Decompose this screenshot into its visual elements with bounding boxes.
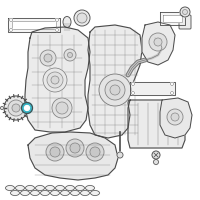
Circle shape <box>180 7 190 17</box>
Ellipse shape <box>10 190 20 196</box>
Ellipse shape <box>60 190 70 196</box>
Circle shape <box>167 109 183 125</box>
Circle shape <box>43 68 67 92</box>
Polygon shape <box>160 12 185 25</box>
Circle shape <box>56 19 58 21</box>
Ellipse shape <box>26 186 35 190</box>
Circle shape <box>132 82 134 86</box>
Ellipse shape <box>6 186 14 190</box>
Circle shape <box>171 113 179 121</box>
Circle shape <box>56 102 68 114</box>
Circle shape <box>51 76 59 84</box>
Ellipse shape <box>46 186 54 190</box>
Circle shape <box>170 92 174 95</box>
Circle shape <box>64 49 76 61</box>
Circle shape <box>44 54 52 62</box>
Polygon shape <box>12 21 56 29</box>
Circle shape <box>182 9 188 15</box>
Circle shape <box>99 74 131 106</box>
Circle shape <box>4 96 28 120</box>
Ellipse shape <box>86 186 95 190</box>
Polygon shape <box>163 15 182 22</box>
Ellipse shape <box>90 190 100 196</box>
Circle shape <box>152 151 160 159</box>
Polygon shape <box>25 27 90 132</box>
Circle shape <box>12 104 20 112</box>
Ellipse shape <box>80 190 90 196</box>
Ellipse shape <box>40 190 50 196</box>
Circle shape <box>40 50 56 66</box>
FancyBboxPatch shape <box>179 15 191 29</box>
Ellipse shape <box>21 190 30 196</box>
Circle shape <box>22 102 32 114</box>
Circle shape <box>132 92 134 95</box>
Ellipse shape <box>50 190 60 196</box>
Ellipse shape <box>36 186 44 190</box>
Ellipse shape <box>30 190 40 196</box>
Polygon shape <box>88 25 142 138</box>
Circle shape <box>90 147 100 157</box>
Circle shape <box>66 139 84 157</box>
Circle shape <box>24 106 30 110</box>
Circle shape <box>170 82 174 86</box>
Circle shape <box>74 10 90 26</box>
Circle shape <box>68 52 72 58</box>
Polygon shape <box>128 100 185 148</box>
Ellipse shape <box>56 186 64 190</box>
Polygon shape <box>28 132 118 180</box>
Circle shape <box>10 28 12 31</box>
Polygon shape <box>130 82 175 95</box>
Circle shape <box>70 143 80 153</box>
Ellipse shape <box>76 186 84 190</box>
Circle shape <box>47 72 63 88</box>
Ellipse shape <box>16 186 24 190</box>
Circle shape <box>50 147 60 157</box>
Circle shape <box>56 28 58 31</box>
Ellipse shape <box>66 186 74 190</box>
Circle shape <box>77 13 87 23</box>
Circle shape <box>149 33 167 51</box>
Ellipse shape <box>70 190 80 196</box>
Polygon shape <box>160 98 192 138</box>
Circle shape <box>86 143 104 161</box>
Circle shape <box>52 98 72 118</box>
Polygon shape <box>8 18 60 32</box>
Ellipse shape <box>63 17 71 27</box>
Circle shape <box>110 85 120 95</box>
Circle shape <box>105 80 125 100</box>
Circle shape <box>154 38 162 46</box>
Circle shape <box>117 152 123 158</box>
Polygon shape <box>142 22 175 65</box>
Circle shape <box>154 160 158 164</box>
Circle shape <box>0 106 4 110</box>
Circle shape <box>46 143 64 161</box>
Circle shape <box>8 100 24 116</box>
Circle shape <box>10 19 12 21</box>
